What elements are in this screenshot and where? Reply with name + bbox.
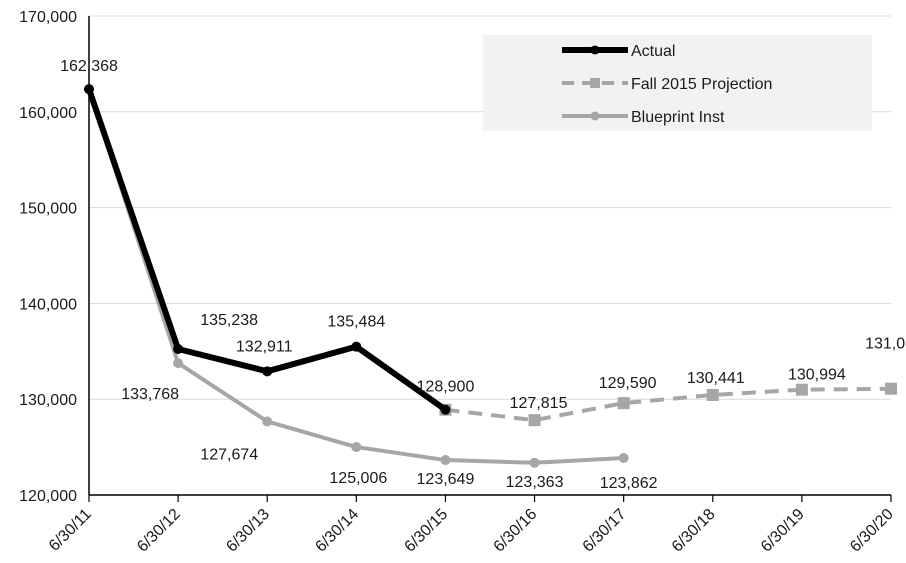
data-point [885, 382, 897, 395]
data-point [262, 366, 273, 377]
x-tick-label: 6/30/13 [223, 506, 273, 556]
series-lines [84, 84, 897, 468]
y-tick-label: 150,000 [19, 201, 77, 218]
legend-marker [590, 111, 600, 121]
data-point [618, 453, 629, 464]
y-tick-label: 120,000 [19, 488, 77, 505]
data-label: 127,674 [200, 446, 258, 463]
data-point [440, 455, 451, 466]
y-tick-label: 130,000 [19, 392, 77, 409]
x-tick-label: 6/30/16 [491, 506, 541, 556]
data-label: 133,768 [121, 386, 179, 403]
series-line-actual [86, 86, 449, 413]
data-label: 123,649 [417, 471, 475, 488]
legend-marker [590, 45, 600, 55]
data-point [529, 457, 540, 468]
data-point [262, 416, 273, 427]
legend-label: Blueprint Inst [631, 109, 725, 126]
data-point [84, 84, 94, 95]
legend-box [483, 35, 872, 131]
y-tick-labels: 120,000 130,000 140,000 150,000 160,000 170,0… [19, 9, 77, 505]
data-label: 162,368 [60, 58, 118, 75]
x-tick-label: 6/30/14 [312, 506, 362, 556]
data-label: 131,092 [865, 336, 906, 353]
legend-item-blueprint-inst: Blueprint Inst [562, 109, 725, 126]
x-tick-label: 6/30/20 [847, 506, 897, 556]
data-label: 123,862 [600, 475, 658, 492]
data-label: 123,363 [506, 474, 564, 491]
series-fall-2015-projection [439, 382, 897, 427]
data-point [795, 383, 808, 396]
x-tick-label: 6/30/12 [134, 506, 184, 556]
data-point [440, 404, 451, 415]
data-label: 129,590 [599, 375, 657, 392]
x-tick-label: 6/30/17 [580, 506, 630, 556]
data-label: 130,441 [687, 370, 745, 387]
data-label: 128,900 [417, 379, 475, 396]
x-tick-labels: 6/30/11 6/30/12 6/30/13 6/30/14 6/30/15 6/30/… [46, 506, 897, 556]
legend-item-fall-2015-projection: Fall 2015 Projection [562, 76, 772, 93]
y-tick-label: 140,000 [19, 296, 77, 313]
x-tick-label: 6/30/11 [46, 506, 95, 555]
data-point [173, 358, 184, 369]
legend-label: Actual [631, 43, 675, 60]
data-point [617, 397, 630, 410]
data-point [351, 442, 362, 453]
legend-label: Fall 2015 Projection [631, 76, 772, 93]
data-point [528, 414, 541, 427]
data-point [173, 344, 184, 355]
data-label: 125,006 [329, 470, 387, 487]
legend-marker [590, 78, 600, 88]
data-label: 130,994 [788, 367, 846, 384]
x-tick-label: 6/30/19 [758, 506, 808, 556]
x-tick-label: 6/30/15 [401, 506, 451, 556]
y-tick-label: 160,000 [19, 105, 77, 122]
y-tick-label: 170,000 [19, 9, 77, 26]
data-label: 135,484 [327, 314, 385, 331]
legend: Actual Fall 2015 Projection Blueprint Inst [483, 35, 872, 131]
data-label: 127,815 [510, 395, 568, 412]
data-label: 132,911 [236, 338, 293, 355]
data-labels: 162,368 135,238 133,768 132,911 127,674 135,4… [60, 58, 906, 492]
x-tick-label: 6/30/18 [669, 506, 719, 556]
data-point [351, 341, 362, 352]
data-label: 135,238 [200, 312, 258, 329]
series-blueprint-inst [84, 84, 629, 468]
series-actual [84, 84, 451, 415]
data-point [706, 388, 719, 401]
series-line-fall-2015-projection [445, 386, 892, 423]
legend-item-actual: Actual [562, 43, 675, 60]
